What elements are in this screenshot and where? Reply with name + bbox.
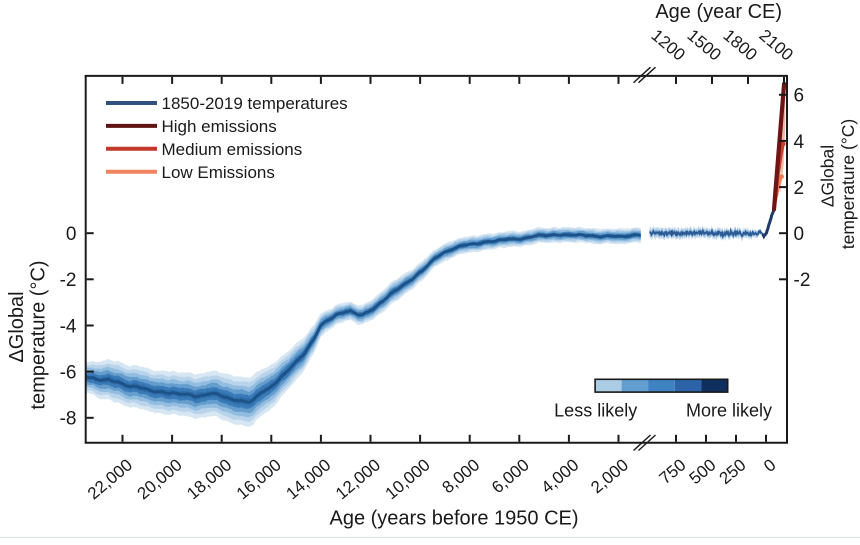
svg-text:Low Emissions: Low Emissions: [162, 163, 275, 182]
svg-text:-2: -2: [60, 270, 77, 291]
svg-text:High emissions: High emissions: [162, 117, 277, 136]
svg-text:ΔGlobal: ΔGlobal: [6, 291, 28, 362]
svg-text:More likely: More likely: [686, 400, 772, 420]
svg-text:-6: -6: [60, 363, 77, 384]
svg-text:2: 2: [794, 178, 805, 199]
svg-text:temperature (°C): temperature (°C): [838, 119, 858, 250]
svg-text:1850-2019 temperatures: 1850-2019 temperatures: [162, 94, 348, 113]
svg-text:0: 0: [794, 224, 805, 245]
svg-text:Age (years before 1950 CE): Age (years before 1950 CE): [329, 508, 578, 530]
svg-text:Age (year CE): Age (year CE): [655, 1, 782, 23]
svg-text:0: 0: [66, 224, 77, 245]
svg-text:6: 6: [794, 86, 805, 107]
svg-text:Less likely: Less likely: [554, 400, 637, 420]
svg-text:-8: -8: [60, 409, 77, 430]
svg-text:Medium emissions: Medium emissions: [162, 140, 303, 159]
svg-text:-4: -4: [60, 316, 77, 337]
svg-text:-2: -2: [794, 270, 811, 291]
svg-text:4: 4: [794, 132, 805, 153]
svg-text:temperature (°C): temperature (°C): [28, 260, 50, 409]
svg-text:ΔGlobal: ΔGlobal: [818, 145, 838, 207]
